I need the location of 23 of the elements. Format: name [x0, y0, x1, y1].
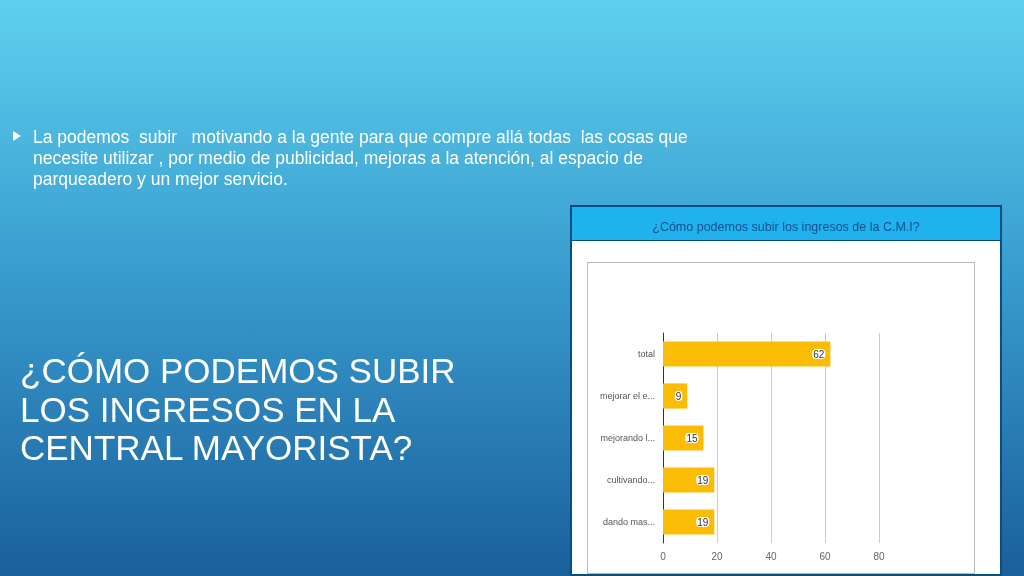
x-tick-label: 40 [765, 550, 777, 562]
data-label: 9 [675, 390, 682, 402]
y-tick-label: dando mas... [602, 517, 655, 527]
bar [663, 341, 831, 367]
text: La podemos subir motivando a la gente para que compre allá todas las cosas que necesite utilizar , por medio de publicidad, mejoras a la atención, al espacio de parqueadero y un mejor servicio. [33, 127, 689, 190]
x-tick-label: 60 [819, 550, 831, 562]
bar [663, 383, 688, 409]
data-label: 19 [697, 474, 709, 486]
text: ¿CÓMO PODEMOS SUBIR LOS INGRESOS EN LA CENTRAL MAYORISTA? [20, 351, 457, 468]
data-label: 62 [813, 348, 825, 360]
bar [663, 467, 715, 493]
data-label: 19 [697, 516, 709, 528]
y-tick-label: mejorando l... [600, 433, 655, 443]
bar [663, 509, 715, 535]
y-tick-label: cultivando... [606, 475, 655, 485]
data-label: 15 [686, 432, 698, 444]
y-tick-label: mejorar el e... [599, 391, 655, 401]
chart-title: ¿Cómo podemos subir los ingresos de la C.M.I? [572, 207, 1000, 241]
bar [663, 425, 704, 451]
x-tick-label: 20 [711, 550, 723, 562]
y-tick-label: total [637, 349, 655, 359]
x-tick-label: 0 [660, 550, 667, 562]
x-tick-label: 80 [873, 550, 885, 562]
